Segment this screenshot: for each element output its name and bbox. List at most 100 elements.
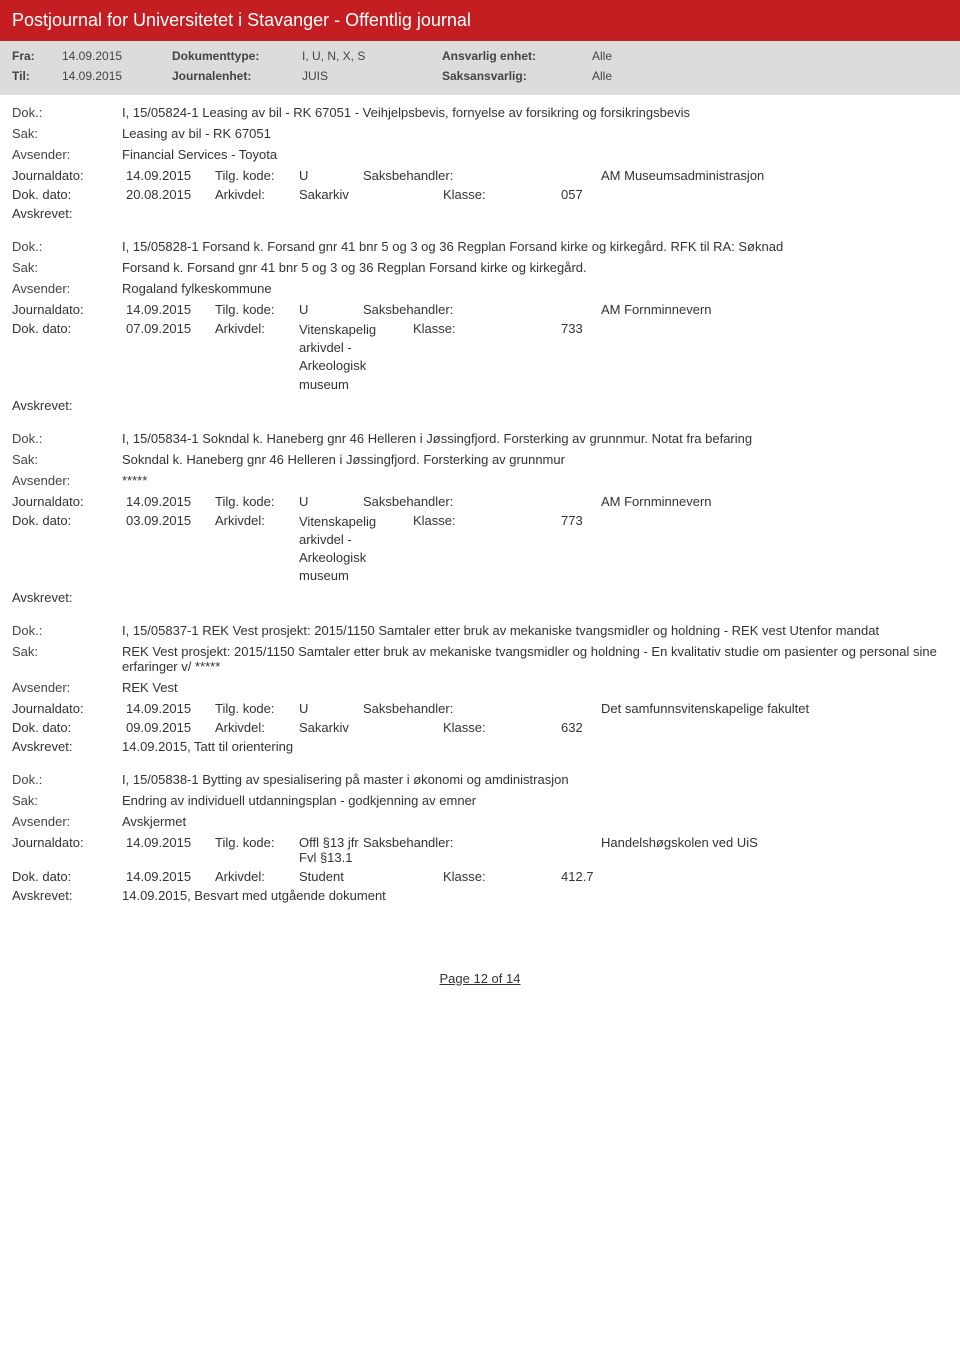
journaldato-value: 14.09.2015 bbox=[126, 168, 211, 183]
doktype-label: Dokumenttype: bbox=[172, 49, 302, 63]
dok-value: I, 15/05834-1 Sokndal k. Haneberg gnr 46… bbox=[122, 431, 948, 446]
arkivdel-value: Sakarkiv bbox=[299, 720, 439, 735]
avskrevet-label: Avskrevet: bbox=[12, 398, 122, 413]
arkivdel-label: Arkivdel: bbox=[215, 321, 295, 394]
avskrevet-label: Avskrevet: bbox=[12, 739, 122, 754]
avskrevet-value bbox=[122, 398, 948, 413]
saksbehandler-value: Det samfunnsvitenskapelige fakultet bbox=[601, 701, 948, 716]
tilgkode-value: U bbox=[299, 302, 359, 317]
journaldato-label: Journaldato: bbox=[12, 168, 122, 183]
sak-label: Sak: bbox=[12, 452, 122, 467]
sak-value: REK Vest prosjekt: 2015/1150 Samtaler et… bbox=[122, 644, 948, 674]
tilgkode-value: U bbox=[299, 494, 359, 509]
journaldato-value: 14.09.2015 bbox=[126, 494, 211, 509]
avskrevet-value bbox=[122, 206, 948, 221]
dokdato-label: Dok. dato: bbox=[12, 321, 122, 394]
klasse-label: Klasse: bbox=[413, 513, 493, 586]
dokdato-value: 07.09.2015 bbox=[126, 321, 211, 394]
saksbehandler-label: Saksbehandler: bbox=[363, 302, 473, 317]
arkivdel-label: Arkivdel: bbox=[215, 869, 295, 884]
avskrevet-value: 14.09.2015, Besvart med utgående dokumen… bbox=[122, 888, 948, 903]
journal-entry: Dok.: I, 15/05838-1 Bytting av spesialis… bbox=[12, 772, 948, 903]
avsender-label: Avsender: bbox=[12, 814, 122, 829]
sak-label: Sak: bbox=[12, 644, 122, 674]
saksbehandler-label: Saksbehandler: bbox=[363, 835, 473, 865]
klasse-value: 057 bbox=[561, 187, 948, 202]
page-number: Page 12 of 14 bbox=[440, 971, 521, 986]
journaldato-value: 14.09.2015 bbox=[126, 701, 211, 716]
til-value: 14.09.2015 bbox=[62, 69, 172, 83]
dok-value: I, 15/05828-1 Forsand k. Forsand gnr 41 … bbox=[122, 239, 948, 254]
dokdato-label: Dok. dato: bbox=[12, 187, 122, 202]
tilgkode-label: Tilg. kode: bbox=[215, 494, 295, 509]
journalenhet-label: Journalenhet: bbox=[172, 69, 302, 83]
journal-entry: Dok.: I, 15/05828-1 Forsand k. Forsand g… bbox=[12, 239, 948, 413]
arkivdel-label: Arkivdel: bbox=[215, 513, 295, 586]
dokdato-label: Dok. dato: bbox=[12, 720, 122, 735]
arkivdel-value: Sakarkiv bbox=[299, 187, 439, 202]
avskrevet-label: Avskrevet: bbox=[12, 590, 122, 605]
sak-value: Sokndal k. Haneberg gnr 46 Helleren i Jø… bbox=[122, 452, 948, 467]
saksansvarlig-label: Saksansvarlig: bbox=[442, 69, 592, 83]
klasse-label: Klasse: bbox=[443, 869, 493, 884]
klasse-value: 733 bbox=[561, 321, 948, 394]
dok-label: Dok.: bbox=[12, 623, 122, 638]
dok-label: Dok.: bbox=[12, 239, 122, 254]
journal-entry: Dok.: I, 15/05837-1 REK Vest prosjekt: 2… bbox=[12, 623, 948, 754]
sak-label: Sak: bbox=[12, 793, 122, 808]
sak-value: Leasing av bil - RK 67051 bbox=[122, 126, 948, 141]
ansvarlig-label: Ansvarlig enhet: bbox=[442, 49, 592, 63]
sak-label: Sak: bbox=[12, 126, 122, 141]
avsender-value: ***** bbox=[122, 473, 948, 488]
ansvarlig-value: Alle bbox=[592, 49, 948, 63]
klasse-value: 773 bbox=[561, 513, 948, 586]
arkivdel-value: Vitenskapeligarkivdel -Arkeologiskmuseum bbox=[299, 321, 409, 394]
arkivdel-label: Arkivdel: bbox=[215, 187, 295, 202]
journaldato-label: Journaldato: bbox=[12, 494, 122, 509]
tilgkode-value: U bbox=[299, 168, 359, 183]
page-title: Postjournal for Universitetet i Stavange… bbox=[12, 10, 471, 30]
saksbehandler-value: AM Fornminnevern bbox=[601, 302, 948, 317]
dokdato-value: 03.09.2015 bbox=[126, 513, 211, 586]
journalenhet-value: JUIS bbox=[302, 69, 442, 83]
dok-label: Dok.: bbox=[12, 772, 122, 787]
sak-value: Endring av individuell utdanningsplan - … bbox=[122, 793, 948, 808]
avsender-label: Avsender: bbox=[12, 680, 122, 695]
tilgkode-value: Offl §13 jfr Fvl §13.1 bbox=[299, 835, 359, 865]
klasse-label: Klasse: bbox=[443, 720, 493, 735]
saksansvarlig-value: Alle bbox=[592, 69, 948, 83]
avskrevet-value bbox=[122, 590, 948, 605]
klasse-label: Klasse: bbox=[443, 187, 493, 202]
avskrevet-label: Avskrevet: bbox=[12, 888, 122, 903]
saksbehandler-value: AM Museumsadministrasjon bbox=[601, 168, 948, 183]
doktype-value: I, U, N, X, S bbox=[302, 49, 442, 63]
avsender-value: REK Vest bbox=[122, 680, 948, 695]
dok-value: I, 15/05838-1 Bytting av spesialisering … bbox=[122, 772, 948, 787]
til-label: Til: bbox=[12, 69, 62, 83]
dokdato-label: Dok. dato: bbox=[12, 869, 122, 884]
avsender-value: Rogaland fylkeskommune bbox=[122, 281, 948, 296]
journaldato-label: Journaldato: bbox=[12, 302, 122, 317]
arkivdel-label: Arkivdel: bbox=[215, 720, 295, 735]
fra-label: Fra: bbox=[12, 49, 62, 63]
tilgkode-value: U bbox=[299, 701, 359, 716]
avsender-label: Avsender: bbox=[12, 147, 122, 162]
saksbehandler-label: Saksbehandler: bbox=[363, 494, 473, 509]
entries-list: Dok.: I, 15/05824-1 Leasing av bil - RK … bbox=[0, 95, 960, 931]
dok-label: Dok.: bbox=[12, 105, 122, 120]
header-meta: Fra: 14.09.2015 Dokumenttype: I, U, N, X… bbox=[0, 41, 960, 95]
saksbehandler-value: AM Fornminnevern bbox=[601, 494, 948, 509]
avsender-label: Avsender: bbox=[12, 473, 122, 488]
avskrevet-value: 14.09.2015, Tatt til orientering bbox=[122, 739, 948, 754]
saksbehandler-value: Handelshøgskolen ved UiS bbox=[601, 835, 948, 865]
sak-label: Sak: bbox=[12, 260, 122, 275]
journaldato-label: Journaldato: bbox=[12, 701, 122, 716]
tilgkode-label: Tilg. kode: bbox=[215, 302, 295, 317]
avsender-label: Avsender: bbox=[12, 281, 122, 296]
klasse-value: 632 bbox=[561, 720, 948, 735]
saksbehandler-label: Saksbehandler: bbox=[363, 168, 473, 183]
page-title-bar: Postjournal for Universitetet i Stavange… bbox=[0, 0, 960, 41]
avsender-value: Financial Services - Toyota bbox=[122, 147, 948, 162]
arkivdel-value: Student bbox=[299, 869, 439, 884]
journaldato-value: 14.09.2015 bbox=[126, 302, 211, 317]
